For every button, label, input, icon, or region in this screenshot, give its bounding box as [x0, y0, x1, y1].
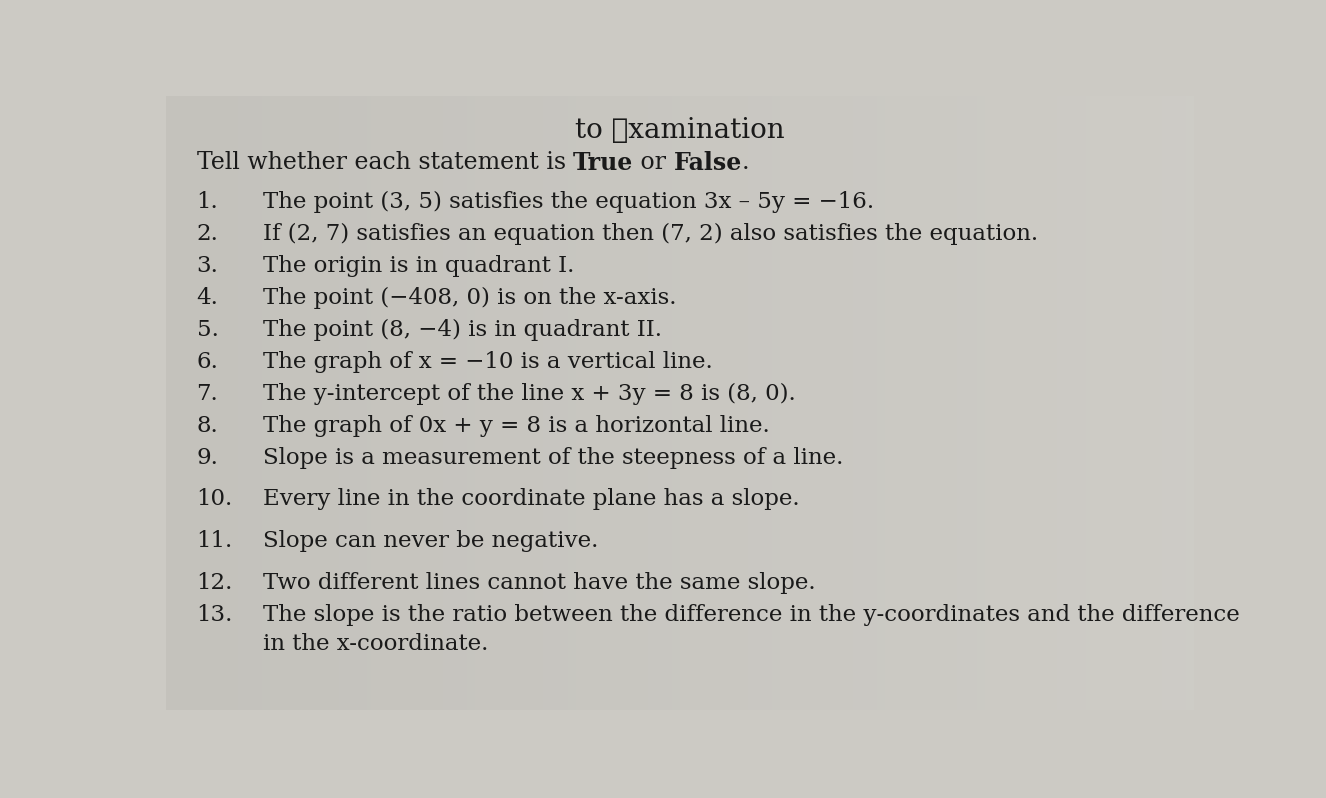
- Text: Tell whether each statement is: Tell whether each statement is: [196, 151, 573, 174]
- Text: 6.: 6.: [196, 351, 219, 373]
- Text: 5.: 5.: [196, 319, 219, 341]
- Text: The graph of 0x + y = 8 is a horizontal line.: The graph of 0x + y = 8 is a horizontal …: [264, 415, 770, 437]
- Text: 8.: 8.: [196, 415, 219, 437]
- Text: 9.: 9.: [196, 447, 219, 468]
- Text: 13.: 13.: [196, 604, 233, 626]
- Text: 11.: 11.: [196, 530, 233, 552]
- Text: The point (8, −4) is in quadrant II.: The point (8, −4) is in quadrant II.: [264, 319, 663, 341]
- Text: The y-intercept of the line x + 3y = 8 is (8, 0).: The y-intercept of the line x + 3y = 8 i…: [264, 383, 796, 405]
- Text: The point (3, 5) satisfies the equation 3x – 5y = −16.: The point (3, 5) satisfies the equation …: [264, 191, 875, 213]
- Text: 10.: 10.: [196, 488, 233, 511]
- Text: The point (−408, 0) is on the x-axis.: The point (−408, 0) is on the x-axis.: [264, 286, 676, 309]
- Text: 4.: 4.: [196, 286, 219, 309]
- Text: True: True: [573, 151, 634, 175]
- Text: 2.: 2.: [196, 223, 219, 245]
- Text: to ⓔxamination: to ⓔxamination: [574, 117, 785, 144]
- Text: Every line in the coordinate plane has a slope.: Every line in the coordinate plane has a…: [264, 488, 800, 511]
- Text: or: or: [634, 151, 674, 174]
- Text: The slope is the ratio between the difference in the y-coordinates and the diffe: The slope is the ratio between the diffe…: [264, 604, 1240, 626]
- Text: False: False: [674, 151, 743, 175]
- Text: The origin is in quadrant I.: The origin is in quadrant I.: [264, 255, 574, 277]
- Text: Two different lines cannot have the same slope.: Two different lines cannot have the same…: [264, 572, 815, 594]
- Text: The graph of x = −10 is a vertical line.: The graph of x = −10 is a vertical line.: [264, 351, 713, 373]
- Text: Slope can never be negative.: Slope can never be negative.: [264, 530, 599, 552]
- Text: If (2, 7) satisfies an equation then (7, 2) also satisfies the equation.: If (2, 7) satisfies an equation then (7,…: [264, 223, 1038, 245]
- Text: 3.: 3.: [196, 255, 219, 277]
- Text: 12.: 12.: [196, 572, 233, 594]
- Text: in the x-coordinate.: in the x-coordinate.: [264, 633, 489, 654]
- Text: Slope is a measurement of the steepness of a line.: Slope is a measurement of the steepness …: [264, 447, 843, 468]
- Text: 7.: 7.: [196, 383, 219, 405]
- Text: .: .: [743, 151, 749, 174]
- Text: 1.: 1.: [196, 191, 219, 213]
